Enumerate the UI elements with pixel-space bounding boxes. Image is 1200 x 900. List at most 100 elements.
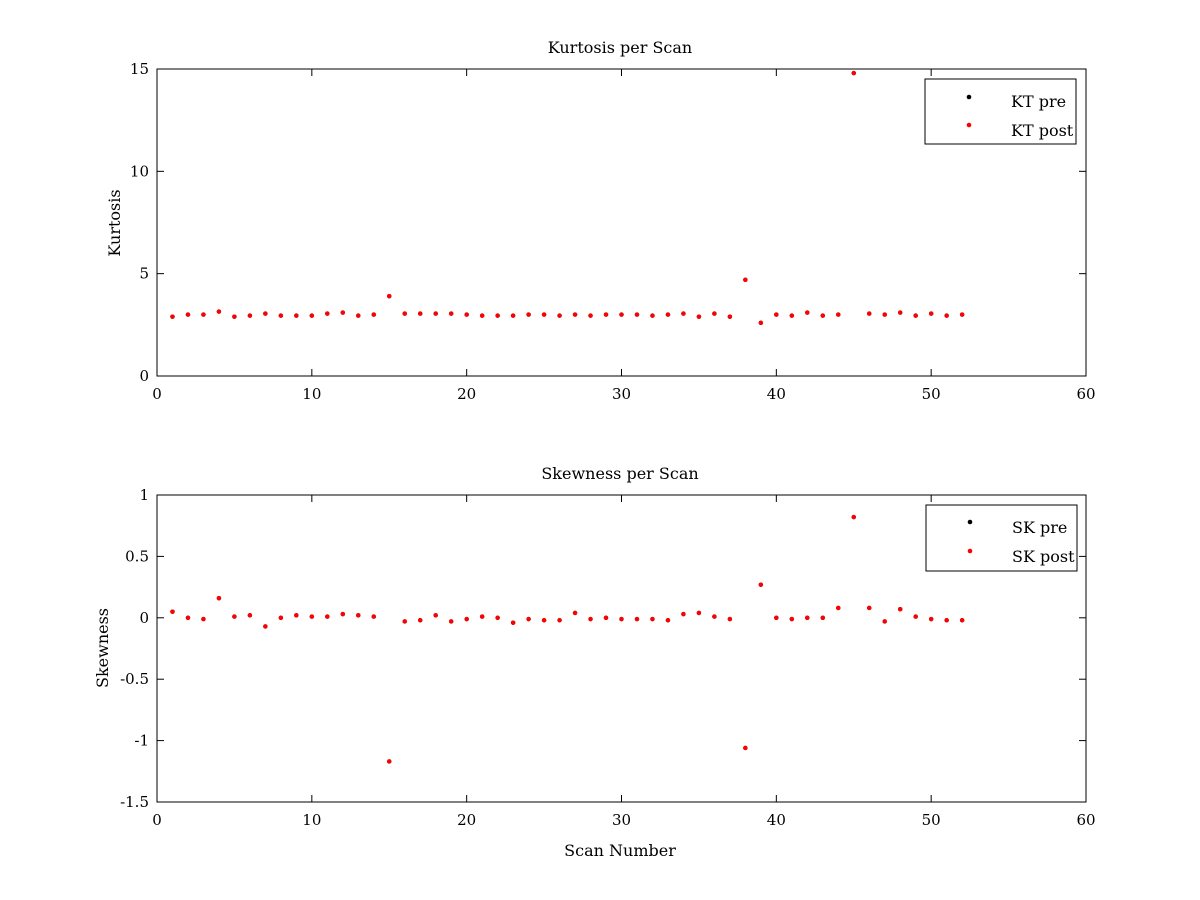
kurtosis-point-post	[278, 313, 284, 318]
skewness-x-tick-label: 10	[302, 811, 321, 829]
kurtosis-point-post	[495, 313, 500, 318]
skewness-point-post	[387, 759, 392, 764]
skewness-x-tick-label: 30	[612, 811, 631, 829]
kurtosis-title: Kurtosis per Scan	[548, 38, 692, 57]
skewness-point-post	[619, 616, 624, 622]
kurtosis-point-post	[170, 314, 175, 319]
skewness-y-tick-label: -0.5	[120, 670, 149, 688]
skewness-point-post	[836, 605, 841, 611]
kurtosis-point-post	[820, 313, 825, 318]
skewness-point-post	[418, 618, 423, 623]
skewness-y-tick-label: 0.5	[125, 547, 149, 565]
kurtosis-point-post	[402, 311, 407, 316]
skewness-point-post	[665, 618, 671, 623]
kurtosis-y-tick-label: 10	[130, 162, 149, 180]
skewness-y-label: Skewness	[93, 608, 112, 688]
skewness-point-post	[232, 614, 237, 619]
skewness-point-post	[743, 745, 748, 751]
kurtosis-point-post	[650, 313, 655, 318]
skewness-point-post	[371, 614, 376, 619]
kurtosis-point-post	[479, 313, 485, 318]
kurtosis-subplot: Kurtosis per Scan Kurtosis 0 10 20 30 40 50 60…	[105, 38, 1096, 403]
kurtosis-legend-label-pre: KT pre	[1011, 92, 1066, 111]
kurtosis-point-post	[913, 313, 918, 318]
skewness-y-tick-label: -1	[134, 732, 149, 750]
skewness-point-post	[650, 616, 655, 622]
skewness-point-post	[479, 614, 485, 619]
kurtosis-point-post	[944, 313, 949, 318]
kurtosis-y-tick-label: 15	[130, 60, 149, 78]
skewness-legend-label-post: SK post	[1012, 547, 1075, 566]
kurtosis-point-post	[232, 314, 237, 319]
kurtosis-point-post	[263, 311, 268, 316]
kurtosis-point-post	[836, 312, 841, 317]
kurtosis-point-post	[588, 313, 593, 318]
kurtosis-point-post	[712, 311, 717, 316]
skewness-point-post	[867, 605, 872, 611]
kurtosis-point-post	[247, 313, 253, 318]
kurtosis-point-post	[464, 312, 469, 317]
skewness-point-post	[278, 615, 284, 620]
skewness-y-tick-label: -1.5	[120, 793, 149, 811]
skewness-point-post	[789, 616, 795, 622]
skewness-legend-marker-post	[967, 548, 973, 554]
skewness-point-post	[448, 619, 454, 624]
skewness-x-tick-label: 40	[767, 811, 786, 829]
kurtosis-point-post	[603, 312, 609, 317]
skewness-point-post	[356, 613, 361, 618]
skewness-point-post	[588, 616, 593, 622]
kurtosis-point-post	[541, 312, 547, 317]
kurtosis-y-tick-label: 5	[139, 265, 149, 283]
kurtosis-point-post	[294, 313, 299, 318]
skewness-y-axis: -1.5 -1 -0.5 0 0.5 1	[120, 486, 1086, 811]
kurtosis-point-post	[216, 309, 222, 314]
skewness-point-post	[603, 615, 609, 620]
skewness-point-post	[851, 514, 856, 520]
skewness-point-post	[263, 624, 268, 629]
skewness-point-post	[820, 615, 825, 620]
skewness-point-post	[805, 615, 810, 620]
skewness-point-post	[557, 618, 562, 623]
kurtosis-point-post	[433, 311, 438, 316]
kurtosis-x-tick-label: 10	[302, 385, 321, 403]
kurtosis-point-post	[309, 313, 315, 318]
skewness-x-tick-label: 50	[922, 811, 941, 829]
kurtosis-point-post	[898, 310, 903, 315]
kurtosis-point-post	[634, 312, 640, 317]
skewness-point-post	[247, 613, 253, 618]
skewness-point-post	[928, 616, 934, 622]
kurtosis-legend-label-post: KT post	[1011, 121, 1074, 140]
kurtosis-point-post	[448, 311, 454, 316]
skewness-point-post	[712, 614, 717, 619]
skewness-subplot: Skewness per Scan Skewness Scan Number 0…	[93, 464, 1096, 860]
kurtosis-point-post	[805, 310, 810, 315]
kurtosis-points	[170, 70, 965, 325]
skewness-y-tick-label: 1	[139, 486, 149, 504]
skewness-legend-box	[925, 504, 1078, 572]
kurtosis-y-tick-label: 0	[139, 367, 149, 385]
skewness-point-post	[944, 618, 949, 623]
kurtosis-point-post	[557, 313, 562, 318]
kurtosis-x-tick-label: 20	[457, 385, 476, 403]
skewness-points	[170, 514, 965, 764]
kurtosis-point-post	[572, 312, 578, 317]
kurtosis-point-post	[789, 313, 795, 318]
skewness-point-post	[402, 619, 407, 624]
skewness-point-post	[216, 595, 222, 601]
kurtosis-x-tick-label: 60	[1076, 385, 1095, 403]
skewness-point-post	[201, 616, 206, 622]
skewness-point-post	[898, 607, 903, 612]
skewness-point-post	[526, 616, 531, 622]
kurtosis-point-post	[619, 312, 624, 317]
skewness-point-post	[433, 613, 438, 618]
kurtosis-point-post	[526, 312, 531, 317]
skewness-point-post	[727, 616, 733, 622]
skewness-point-post	[774, 615, 779, 620]
kurtosis-point-post	[758, 320, 764, 325]
skewness-point-post	[541, 618, 547, 623]
skewness-point-post	[309, 614, 315, 619]
kurtosis-point-post	[201, 312, 206, 317]
skewness-legend: SK pre SK post	[925, 504, 1078, 572]
skewness-x-tick-label: 20	[457, 811, 476, 829]
